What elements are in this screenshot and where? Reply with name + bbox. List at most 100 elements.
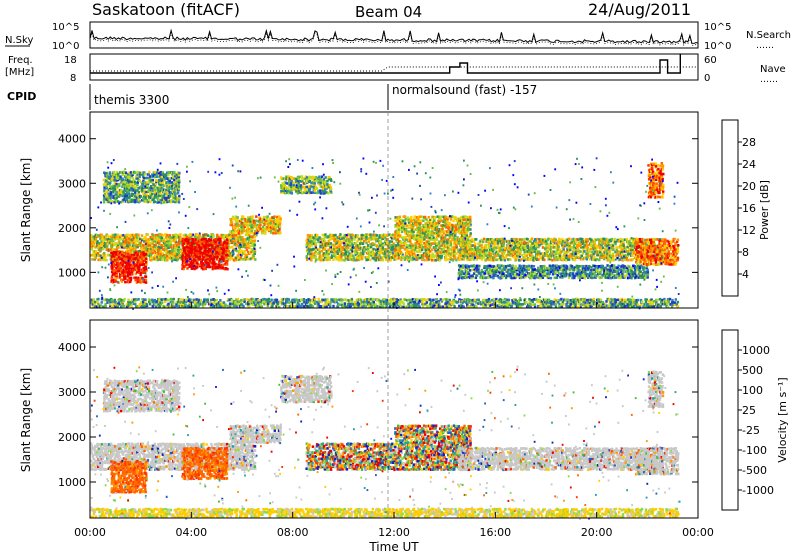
echo-cell xyxy=(150,256,153,260)
echo-cell xyxy=(114,270,117,274)
echo-cell xyxy=(160,246,163,250)
echo-cell xyxy=(317,190,320,193)
echo-cell xyxy=(319,177,323,180)
echo-cell xyxy=(327,248,330,252)
echo-cell xyxy=(217,256,221,259)
echo-cell xyxy=(160,175,163,179)
echo-cell xyxy=(198,235,201,238)
echo-cell xyxy=(196,263,200,266)
echo-cell xyxy=(349,238,352,241)
echo-cell xyxy=(149,245,152,248)
echo-cell xyxy=(108,172,112,176)
echo-cell xyxy=(172,234,175,237)
echo-cell xyxy=(199,251,202,255)
echo-cell xyxy=(226,241,229,245)
echo-cell xyxy=(196,259,199,262)
echo-cell xyxy=(269,222,273,225)
echo-cell xyxy=(316,179,319,182)
echo-cell xyxy=(154,185,157,188)
echo-cell xyxy=(256,227,259,231)
echo-cell xyxy=(192,251,196,254)
echo-cell xyxy=(203,263,206,267)
echo-cell xyxy=(182,251,185,255)
date-title: 24/Aug/2011 xyxy=(588,0,691,19)
echo-cell xyxy=(110,263,114,266)
echo-cell xyxy=(353,250,357,253)
echo-cell xyxy=(126,257,129,260)
echo-cell xyxy=(168,181,171,185)
echo-cell xyxy=(365,235,368,239)
echo-cell xyxy=(137,260,141,264)
echo-cell xyxy=(278,215,281,218)
echo-cell xyxy=(224,267,228,270)
echo-cell xyxy=(160,233,163,237)
echo-cell xyxy=(116,265,119,269)
echo-cell xyxy=(114,194,117,198)
echo-cell xyxy=(102,199,106,202)
echo-cell xyxy=(108,248,112,251)
echo-cell xyxy=(435,238,439,241)
echo-cell xyxy=(220,241,223,245)
echo-cell xyxy=(153,196,156,199)
echo-cell xyxy=(124,265,127,269)
echo-cell xyxy=(166,239,169,243)
echo-cell xyxy=(174,250,177,253)
echo-cell xyxy=(170,200,173,204)
echo-cell xyxy=(237,232,241,235)
echo-cell xyxy=(359,253,363,257)
echo-cell xyxy=(140,253,143,257)
echo-cell xyxy=(270,218,274,221)
echo-cell xyxy=(305,239,308,242)
echo-cell xyxy=(223,245,226,249)
echo-cell xyxy=(271,224,274,227)
echo-cell xyxy=(347,250,350,253)
echo-cell xyxy=(169,243,172,247)
echo-cell xyxy=(184,233,188,237)
echo-cell xyxy=(419,222,422,225)
echo-cell xyxy=(171,184,174,188)
echo-cell xyxy=(355,248,358,251)
echo-cell xyxy=(206,263,210,266)
echo-cell xyxy=(389,258,393,262)
echo-cell xyxy=(447,258,450,261)
echo-cell xyxy=(160,236,164,239)
echo-cell xyxy=(130,187,133,190)
echo-cell xyxy=(280,184,283,187)
echo-cell xyxy=(212,267,215,270)
echo-cell xyxy=(167,235,171,239)
echo-cell xyxy=(125,177,129,180)
echo-cell xyxy=(367,233,370,237)
echo-cell xyxy=(352,236,356,239)
echo-cell xyxy=(101,244,104,248)
echo-cell xyxy=(332,252,335,256)
echo-cell xyxy=(116,200,120,203)
echo-cell xyxy=(179,235,182,238)
echo-cell xyxy=(100,233,103,237)
echo-cell xyxy=(92,243,96,247)
echo-cell xyxy=(177,188,180,192)
echo-cell xyxy=(285,175,288,179)
echo-cell xyxy=(162,243,166,246)
echo-cell xyxy=(160,196,163,200)
echo-cell xyxy=(163,197,167,200)
echo-cell xyxy=(102,178,106,182)
echo-cell xyxy=(328,176,331,179)
echo-cell xyxy=(134,242,137,245)
echo-cell xyxy=(310,191,313,194)
echo-cell xyxy=(244,219,248,223)
echo-cell xyxy=(111,273,114,276)
echo-cell xyxy=(250,248,253,251)
echo-cell xyxy=(285,187,288,190)
echo-cell xyxy=(136,189,139,192)
echo-cell xyxy=(579,250,582,253)
echo-cell xyxy=(126,271,129,274)
echo-cell xyxy=(210,252,213,255)
echo-cell xyxy=(140,199,144,202)
echo-cell xyxy=(330,248,334,252)
echo-cell xyxy=(215,265,218,269)
echo-cell xyxy=(135,278,138,281)
echo-cell xyxy=(177,191,180,194)
echo-cell xyxy=(147,195,151,198)
echo-cell xyxy=(247,223,251,227)
echo-cell xyxy=(248,251,252,255)
